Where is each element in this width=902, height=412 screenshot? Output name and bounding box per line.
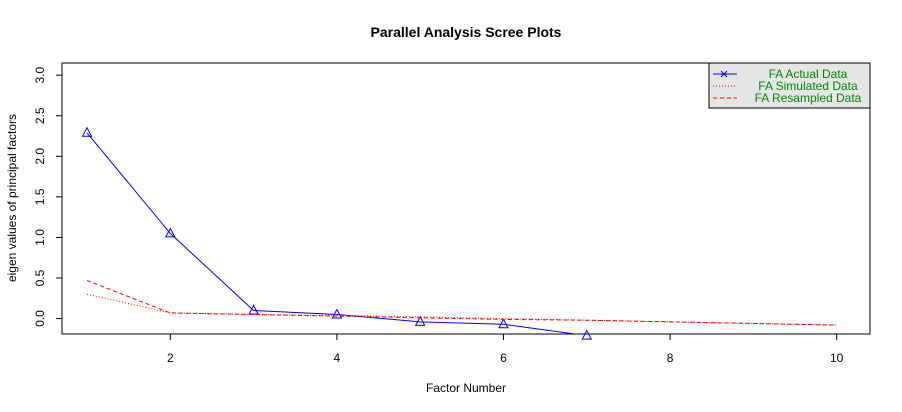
series-line-2 [86,279,837,326]
y-axis-label: eigen values of principal factors [5,114,19,282]
data-point [414,315,426,326]
series-line-1 [86,293,837,326]
y-axis: 0.0 0.5 1.0 1.5 2.0 2.5 3.0 [33,67,63,327]
x-tick-label: 8 [667,351,674,365]
y-tick-label: 1.0 [33,229,47,246]
legend-label-2: FA Resampled Data [755,91,862,105]
x-tick-label: 4 [334,351,341,365]
chart-title: Parallel Analysis Scree Plots [371,24,562,40]
y-tick-label: 0.0 [33,310,47,327]
y-tick-label: 3.0 [33,67,47,84]
data-point [581,329,593,340]
series-line-0 [86,132,579,334]
legend-x-marker [720,70,728,78]
y-tick-label: 1.5 [33,188,47,205]
data-point [164,227,176,238]
x-axis-label: Factor Number [426,381,506,395]
x-tick-label: 2 [167,351,174,365]
data-point [498,318,509,329]
legend-box [708,62,871,109]
x-tick-label: 10 [830,351,844,365]
x-axis: 2 4 6 8 10 [167,333,844,365]
legend-label-1: FA Simulated Data [758,79,858,93]
y-tick-label: 2.5 [33,107,47,124]
data-point [331,308,343,319]
legend-label-0: FA Actual Data [769,67,848,81]
y-tick-label: 2.0 [33,148,47,165]
plot-series [81,126,837,340]
data-point [248,304,259,315]
x-tick-label: 6 [500,351,507,365]
data-point [81,126,93,137]
y-tick-label: 0.5 [33,269,47,286]
